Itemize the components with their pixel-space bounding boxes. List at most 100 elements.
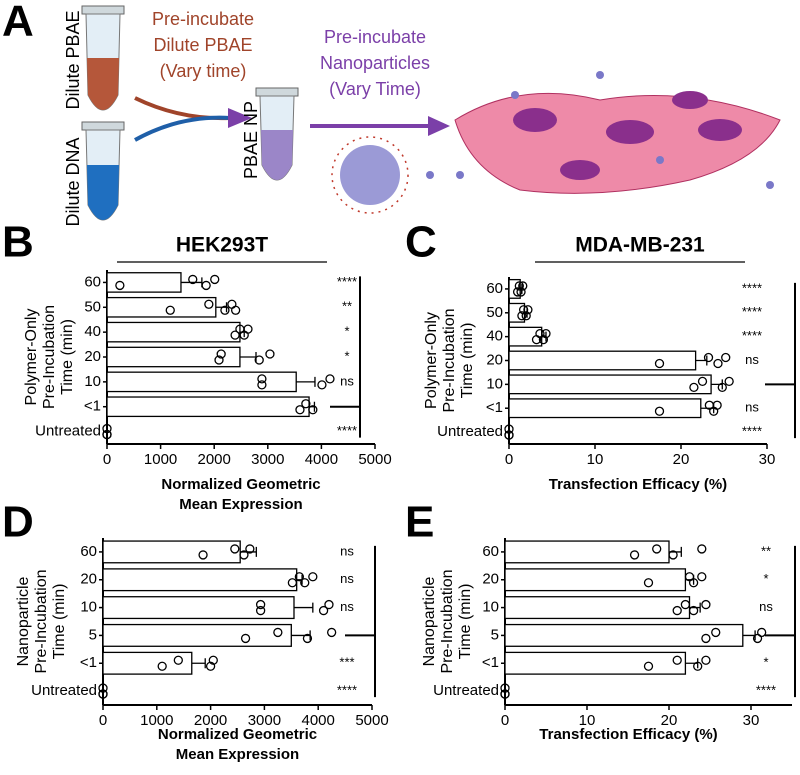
significance-label: *	[763, 571, 768, 586]
data-point	[216, 349, 226, 359]
y-tick-label: 20	[482, 571, 499, 588]
error-bar	[291, 630, 311, 641]
data-point	[308, 405, 318, 415]
significance-label: ***	[339, 655, 354, 670]
bar	[102, 568, 298, 592]
y-tick-label: 20	[486, 351, 503, 368]
significance-label: ****	[337, 274, 357, 289]
data-point	[672, 655, 682, 665]
y-tick-label: 10	[80, 599, 97, 616]
data-point	[165, 305, 175, 315]
x-tick-label: 3000	[248, 712, 281, 729]
data-point	[516, 287, 526, 297]
y-axis-title: Nanoparticle	[15, 576, 32, 666]
y-tick-label: 20	[84, 348, 101, 365]
y-tick-label: 60	[482, 543, 499, 560]
step-text: Pre-incubate	[324, 27, 426, 47]
data-point	[157, 661, 167, 671]
error-bar	[191, 658, 206, 669]
bar	[102, 540, 241, 564]
data-point	[514, 281, 524, 291]
data-point	[273, 627, 283, 638]
significance-label: ns	[340, 571, 354, 586]
step-text: (Vary Time)	[329, 79, 421, 99]
x-tick-label: 0	[501, 712, 509, 729]
panel-letter: E	[405, 498, 434, 547]
data-point	[205, 661, 216, 671]
data-point	[245, 544, 255, 554]
data-point	[711, 627, 721, 638]
x-tick-label: 4000	[302, 712, 335, 729]
tube-label: PBAE NP	[241, 101, 261, 179]
y-tick-label: Untreated	[35, 423, 101, 440]
bar	[504, 623, 744, 647]
data-point	[500, 689, 510, 699]
significance-label: ****	[742, 424, 762, 439]
data-point	[295, 405, 305, 415]
x-axis-title: Mean Expression	[176, 746, 299, 763]
panel-letter: C	[405, 218, 437, 267]
data-point	[504, 430, 514, 440]
data-point	[689, 382, 699, 393]
bar	[102, 596, 295, 620]
error-bar	[215, 302, 228, 313]
x-axis-title: Transfection Efficacy (%)	[549, 476, 727, 493]
data-point	[643, 578, 654, 588]
chart-title: MDA-MB-231	[575, 234, 705, 257]
arrow	[134, 96, 231, 121]
tube-np	[255, 87, 299, 181]
data-point	[512, 287, 523, 297]
panel-a: A Dilute PBAE Dilute DNA Pre-incubate Di…	[2, 0, 781, 227]
data-point	[693, 661, 703, 671]
significance-label: ns	[340, 543, 354, 558]
y-tick-label: 20	[80, 571, 97, 588]
significance-label: ****	[756, 683, 776, 698]
significance-label: *	[763, 655, 768, 670]
x-tick-label: 0	[103, 451, 111, 468]
data-point	[198, 550, 208, 560]
data-point	[208, 655, 218, 665]
y-axis-title: Time (min)	[59, 319, 76, 395]
data-point	[220, 305, 230, 315]
data-point	[102, 423, 112, 434]
panel-letter: D	[2, 498, 34, 547]
arrow	[134, 115, 231, 142]
tube-label: Dilute DNA	[63, 137, 83, 226]
x-tick-label: 5000	[358, 451, 391, 468]
bar	[508, 374, 712, 395]
data-point	[102, 429, 112, 440]
error-bar	[293, 602, 314, 613]
y-tick-label: 5	[89, 626, 97, 643]
bar	[106, 321, 241, 343]
data-point	[713, 358, 723, 369]
data-point	[301, 399, 311, 409]
y-tick-label: 50	[486, 304, 503, 321]
x-tick-label: 1000	[144, 451, 177, 468]
cells	[426, 71, 781, 194]
step-text: Dilute PBAE	[153, 35, 252, 55]
data-point	[724, 376, 734, 387]
bar	[106, 371, 297, 393]
bar	[504, 540, 670, 564]
x-tick-label: 2000	[198, 451, 231, 468]
x-tick-label: 10	[587, 451, 604, 468]
tube-label: Dilute PBAE	[63, 10, 83, 109]
data-point	[243, 324, 253, 334]
y-axis-title: Pre-Incubation	[33, 569, 50, 673]
y-tick-label: 5	[491, 626, 499, 643]
significance-label: *	[344, 348, 349, 363]
nanoparticle	[331, 136, 409, 214]
data-point	[680, 599, 691, 610]
bar	[504, 568, 687, 592]
data-point	[523, 305, 533, 315]
significance-label: ****	[742, 304, 762, 319]
data-point	[697, 544, 707, 554]
x-tick-label: 4000	[305, 451, 338, 468]
y-tick-label: 10	[84, 373, 101, 390]
data-point	[255, 599, 266, 610]
significance-label: ****	[742, 280, 762, 295]
data-point	[239, 550, 249, 560]
data-point	[325, 374, 335, 384]
data-point	[326, 627, 337, 638]
significance-label: ns	[745, 352, 759, 367]
